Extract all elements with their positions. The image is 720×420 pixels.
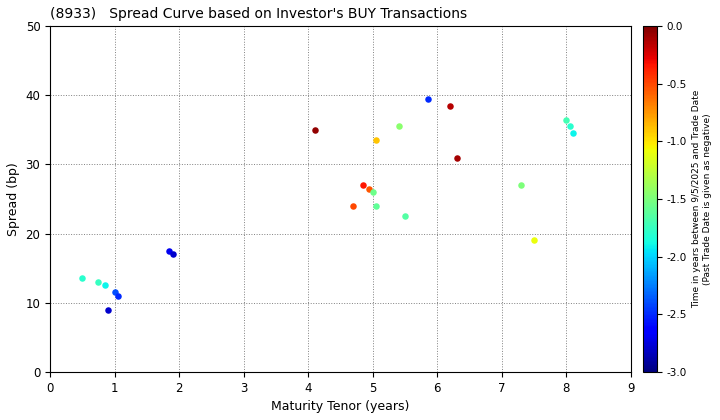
Point [370, 137, 382, 144]
Point [163, 247, 175, 254]
Point [399, 213, 410, 220]
Y-axis label: Spread (bp): Spread (bp) [7, 162, 20, 236]
Point [99, 282, 111, 289]
Point [364, 185, 375, 192]
Point [112, 292, 124, 299]
Y-axis label: Time in years between 9/5/2025 and Trade Date
(Past Trade Date is given as negat: Time in years between 9/5/2025 and Trade… [693, 90, 712, 308]
X-axis label: Maturity Tenor (years): Maturity Tenor (years) [271, 400, 410, 413]
Point [309, 126, 320, 133]
Point [348, 202, 359, 209]
Point [392, 123, 404, 130]
Point [560, 116, 572, 123]
Point [422, 95, 433, 102]
Point [367, 189, 379, 195]
Point [516, 182, 527, 189]
Point [357, 182, 369, 189]
Point [167, 251, 179, 257]
Point [76, 275, 88, 282]
Point [102, 306, 114, 313]
Text: (8933)   Spread Curve based on Investor's BUY Transactions: (8933) Spread Curve based on Investor's … [50, 7, 467, 21]
Point [109, 289, 120, 296]
Point [93, 278, 104, 285]
Point [564, 123, 575, 130]
Point [528, 237, 540, 244]
Point [444, 102, 456, 109]
Point [370, 202, 382, 209]
Point [451, 154, 462, 161]
Point [567, 130, 578, 137]
